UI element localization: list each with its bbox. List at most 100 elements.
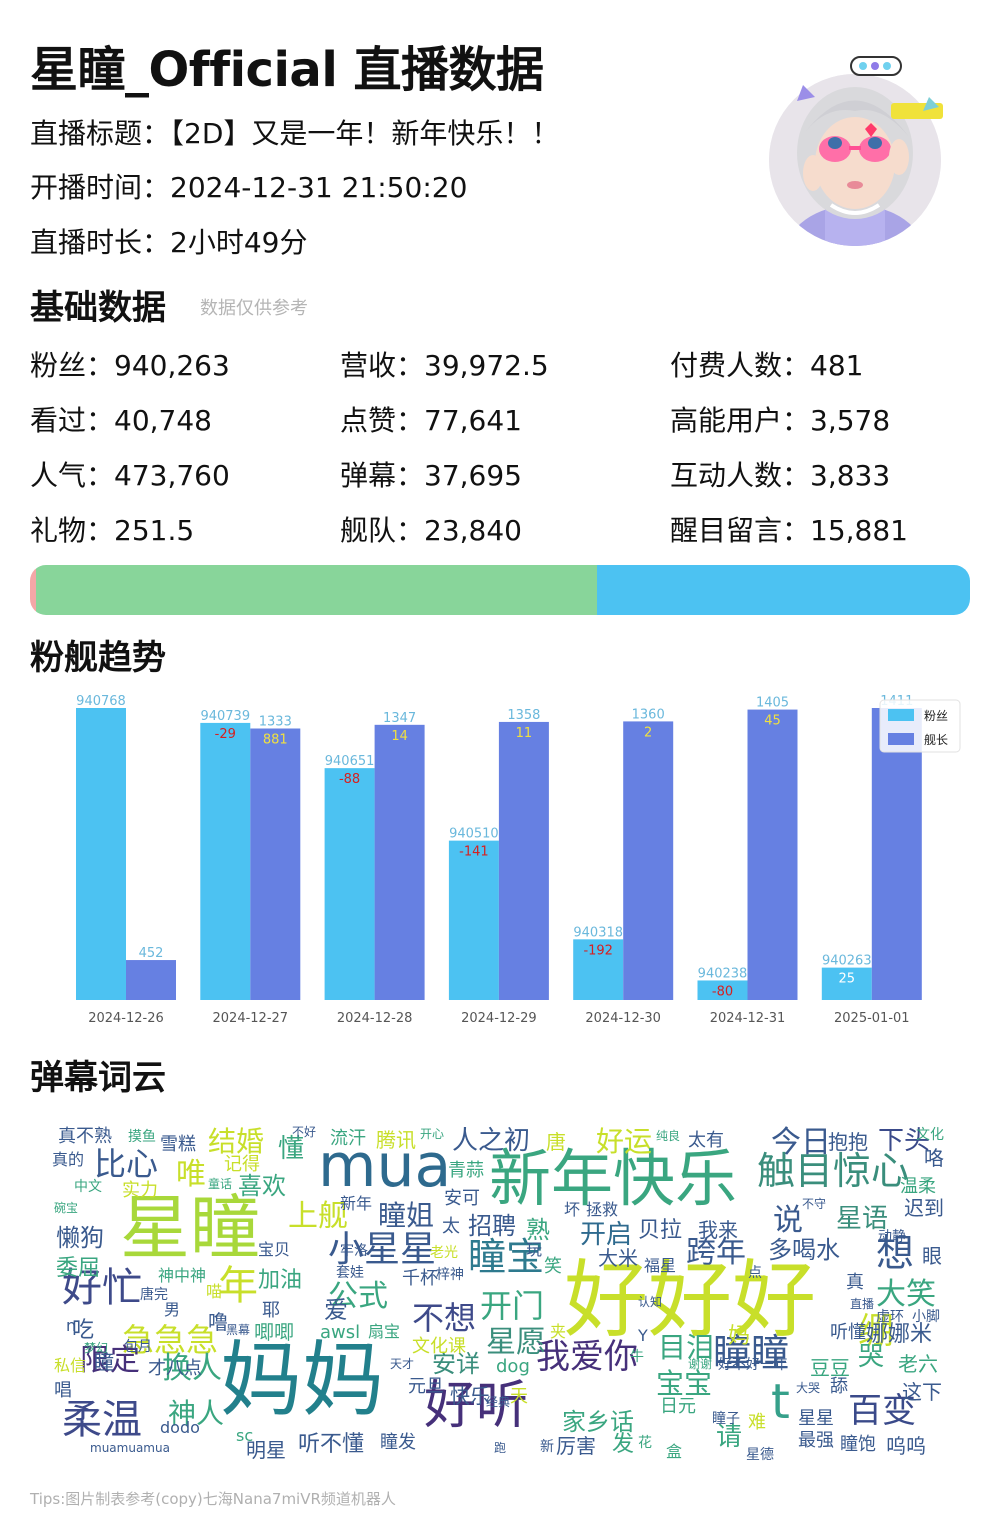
fans-bar: [200, 722, 251, 1000]
cloud-word: 比心: [94, 1145, 159, 1183]
cloud-word: 柔温: [62, 1397, 142, 1443]
cloud-word: 想: [876, 1231, 915, 1275]
cloud-word: 神人: [168, 1397, 225, 1430]
cloud-word: 星瞳: [120, 1187, 260, 1269]
fans-change-label: -80: [712, 984, 733, 999]
cloud-word: sc: [236, 1426, 254, 1445]
cloud-word: 经典: [486, 1395, 511, 1409]
cloud-word: 天才: [390, 1357, 415, 1371]
x-tick-label: 2025-01-01: [834, 1011, 910, 1026]
cloud-word: 这下: [902, 1380, 942, 1404]
stat-gifts: 礼物：251.5: [30, 514, 195, 547]
cloud-word: 元旦: [408, 1376, 444, 1397]
cloud-word: 难: [748, 1412, 766, 1433]
cloud-word: 不守: [802, 1197, 827, 1211]
legend-label: 粉丝: [924, 709, 948, 723]
page-title: 星瞳_Official 直播数据: [30, 42, 544, 98]
cloud-word: 星德: [746, 1447, 774, 1463]
cloud-word: 新年: [340, 1194, 373, 1213]
cloud-word: 眼: [922, 1244, 942, 1268]
fans-bar: [76, 708, 126, 1000]
captain-value-label: 1358: [507, 708, 540, 723]
cloud-word: 梦幻: [84, 1341, 109, 1355]
cloud-word: 跑: [494, 1441, 507, 1455]
cloud-word: 大笑: [876, 1277, 936, 1312]
live-duration: 直播时长：2小时49分: [30, 226, 308, 259]
cloud-word: 加油: [258, 1268, 303, 1293]
cloud-word: 中文: [74, 1179, 102, 1195]
cloud-word: 动静: [878, 1229, 906, 1245]
cloud-word: 哭: [858, 1342, 885, 1372]
word-cloud-title: 弹幕词云: [30, 1058, 166, 1098]
cloud-word: 最强: [798, 1430, 834, 1451]
cloud-word: 牛: [630, 1349, 644, 1365]
cloud-word: 不好: [292, 1125, 317, 1139]
avatar-illustration: [769, 56, 943, 246]
cloud-word: 盒: [666, 1442, 683, 1461]
fans-value-label: 940739: [200, 709, 250, 724]
stat-danmaku: 弹幕：37,695: [340, 459, 522, 492]
x-tick-label: 2024-12-28: [337, 1011, 413, 1026]
ratio-segment-2: [596, 565, 970, 615]
captain-value-label: 452: [139, 946, 164, 961]
cloud-word: 福星: [644, 1256, 677, 1275]
cloud-word: 太: [442, 1216, 460, 1237]
ratio-segment-1: [35, 565, 597, 615]
cloud-word: 下头: [878, 1126, 931, 1156]
cloud-word: 开门: [480, 1287, 545, 1325]
cloud-word: 说: [773, 1203, 803, 1238]
captain-value-label: 1405: [756, 696, 789, 711]
cloud-word: 我来: [698, 1218, 738, 1242]
cloud-word: 瞳饱: [840, 1434, 876, 1455]
cloud-word: dog: [496, 1356, 530, 1377]
cloud-word: dodo: [160, 1418, 200, 1437]
cloud-word: 牢洛: [340, 1243, 368, 1259]
cloud-word: 抱抱: [828, 1130, 868, 1154]
cloud-word: 我爱你: [536, 1337, 638, 1377]
cloud-word: 好好好: [564, 1251, 817, 1349]
footer-tips: Tips:图片制表参考(copy)七海Nana7miVR频道机器人: [30, 1490, 396, 1508]
basic-data-title: 基础数据: [30, 288, 166, 328]
cloud-word: 文化: [916, 1127, 944, 1143]
cloud-word: 私信: [54, 1356, 87, 1375]
fans-bar: [821, 967, 872, 1000]
captain-change-label: 881: [263, 733, 288, 748]
cloud-word: 大米: [598, 1246, 638, 1270]
captain-bar: [374, 724, 425, 1000]
cloud-word: 童话: [208, 1177, 233, 1191]
cloud-word: 呜呜: [886, 1434, 926, 1458]
cloud-word: 黑幕: [226, 1323, 251, 1337]
stat-fans: 粉丝：940,263: [30, 349, 230, 382]
fans-value-label: 940651: [325, 754, 375, 769]
cloud-word: 小星星: [328, 1229, 437, 1270]
x-tick-label: 2024-12-29: [461, 1011, 537, 1026]
stat-super-chat: 醒目留言：15,881: [670, 514, 908, 547]
cloud-word: 青蒜: [448, 1160, 484, 1181]
fans-value-label: 940263: [822, 954, 872, 969]
cloud-word: 委屈: [56, 1256, 101, 1281]
cloud-word: 天: [510, 1386, 528, 1407]
stat-paying-users: 付费人数：481: [670, 349, 864, 382]
cloud-word: 实力: [122, 1180, 158, 1201]
avatar: [763, 45, 953, 250]
captain-bar: [871, 708, 922, 1000]
cloud-word: 喵: [206, 1282, 223, 1301]
cloud-word: 瞳子: [712, 1411, 740, 1427]
cloud-word: 多喝水: [768, 1236, 840, 1264]
cloud-word: 听懂: [830, 1322, 866, 1343]
cloud-word: 妈: [728, 1324, 751, 1349]
cloud-word: 唐: [546, 1130, 566, 1154]
captain-change-label: 45: [764, 714, 781, 729]
cloud-word: Y: [638, 1326, 648, 1345]
cloud-word: 星愿: [486, 1325, 546, 1360]
x-tick-label: 2024-12-30: [585, 1011, 661, 1026]
cloud-word: 真的: [52, 1150, 85, 1169]
cloud-word: 新年快乐: [489, 1142, 738, 1215]
legend-label: 舰长: [924, 733, 948, 747]
cloud-word: 虚环: [876, 1309, 904, 1325]
cloud-word: 温柔: [900, 1176, 936, 1197]
cloud-word: 好忙: [62, 1265, 142, 1311]
cloud-word: 开启: [580, 1220, 633, 1250]
cloud-word: 瞳姐: [378, 1199, 435, 1232]
cloud-word: 笑: [544, 1256, 562, 1277]
